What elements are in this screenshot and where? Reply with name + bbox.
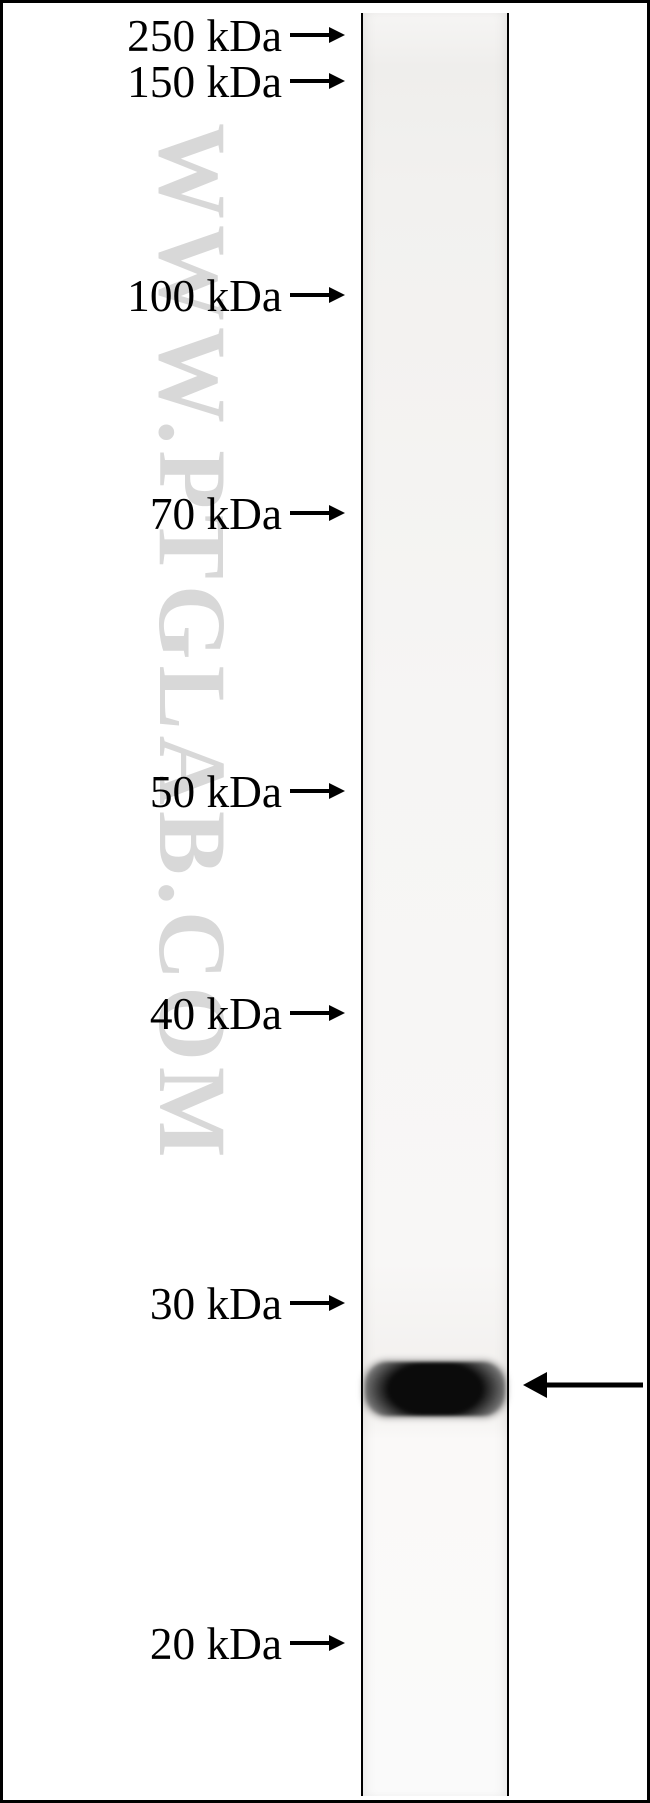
marker-arrow-icon [290,25,345,50]
marker-label: 150 kDa [127,56,282,108]
marker-label: 100 kDa [127,270,282,322]
protein-band [365,1362,505,1416]
marker-label: 30 kDa [150,1278,282,1330]
marker-label: 50 kDa [150,766,282,818]
marker-arrow-icon [290,503,345,528]
marker-label: 70 kDa [150,488,282,540]
blot-lane [361,13,509,1796]
marker-arrow-icon [290,1293,345,1318]
marker-label: 20 kDa [150,1618,282,1670]
marker-label: 40 kDa [150,988,282,1040]
figure-frame: WWW.PTGLAB.COM 250 kDa150 kDa100 kDa70 k… [0,0,650,1803]
marker-arrow-icon [290,1003,345,1028]
marker-label: 250 kDa [127,10,282,62]
lane-background [363,13,507,1796]
marker-arrow-icon [290,71,345,96]
marker-arrow-icon [290,285,345,310]
result-arrow [523,1369,643,1401]
marker-arrow-icon [290,1633,345,1658]
marker-arrow-icon [290,781,345,806]
